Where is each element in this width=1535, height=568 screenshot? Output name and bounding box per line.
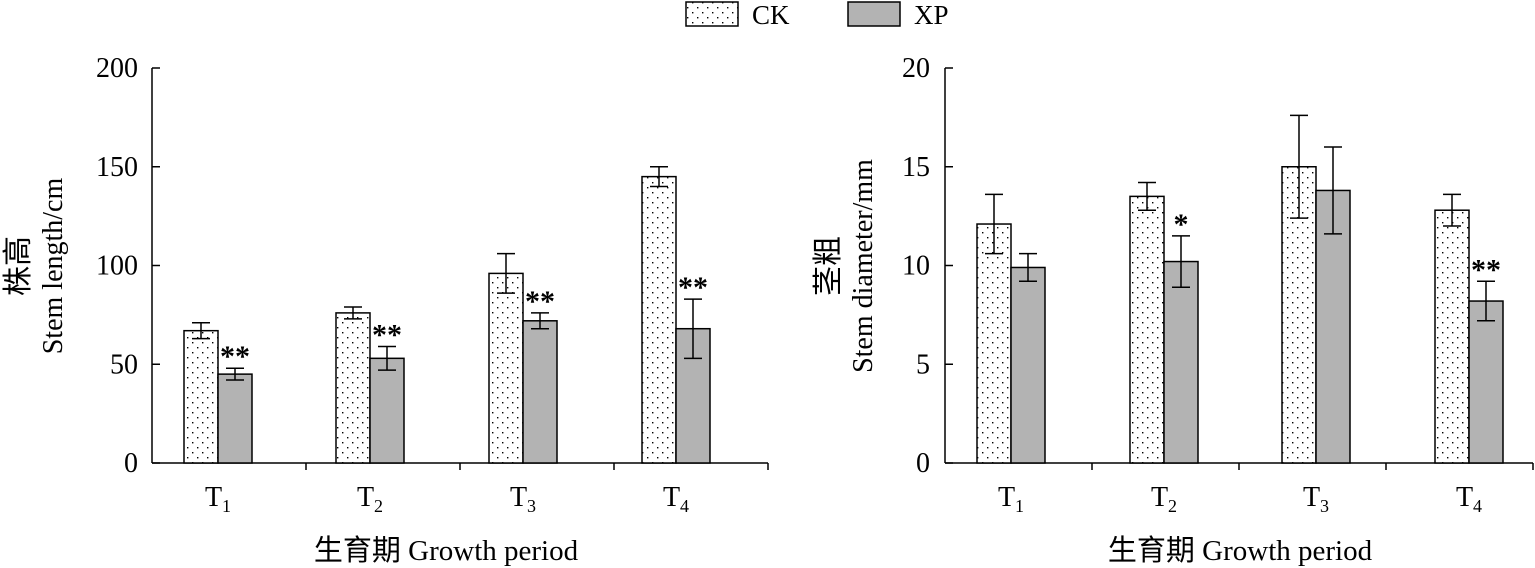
bar-xp-3 bbox=[1315, 189, 1351, 464]
significance-mark: ** bbox=[220, 340, 250, 373]
y-tick-label: 100 bbox=[96, 251, 138, 282]
y-axis-label-cn: 茎粗 bbox=[812, 236, 845, 296]
error-bar-ck-3 bbox=[1290, 114, 1308, 219]
stem-diameter-chart: 0 5 10 15 20 T1 * T2 T3 ** T4 茎粗 Stem diameter/mm 生育期… bbox=[812, 53, 1534, 567]
legend-swatch-xp bbox=[847, 1, 901, 27]
bar-xp-1 bbox=[217, 373, 253, 464]
y-tick-label: 15 bbox=[902, 152, 930, 183]
legend-label-ck: CK bbox=[752, 0, 790, 30]
y-tick-label: 150 bbox=[96, 152, 138, 183]
error-bar-xp-1 bbox=[1019, 252, 1037, 283]
y-tick-label: 0 bbox=[916, 448, 930, 479]
x-tick-label: T1 bbox=[205, 482, 231, 516]
error-bar-xp-3 bbox=[531, 312, 549, 330]
y-tick-label: 50 bbox=[110, 349, 138, 380]
x-tick-label: T1 bbox=[998, 482, 1024, 516]
significance-mark: * bbox=[1174, 208, 1189, 241]
y-tick-label: 0 bbox=[124, 448, 138, 479]
error-bar-ck-4 bbox=[1443, 193, 1461, 227]
bar-ck-2 bbox=[335, 312, 371, 464]
bar-xp-1 bbox=[1010, 266, 1046, 464]
y-axis-label-cn: 株高 bbox=[2, 236, 35, 296]
significance-mark: ** bbox=[678, 271, 708, 304]
legend: CK XP bbox=[685, 0, 949, 30]
error-bar-xp-4 bbox=[684, 298, 702, 360]
x-tick-label: T3 bbox=[1303, 482, 1329, 516]
error-bar-xp-2 bbox=[1172, 235, 1190, 288]
error-bar-ck-2 bbox=[1138, 181, 1156, 211]
x-tick-label: T2 bbox=[357, 482, 383, 516]
bar-xp-2 bbox=[369, 357, 405, 464]
x-tick-label: T4 bbox=[1456, 482, 1482, 516]
bar-ck-3 bbox=[488, 272, 524, 464]
error-bar-ck-1 bbox=[985, 193, 1003, 255]
x-tick-label: T2 bbox=[1151, 482, 1177, 516]
bar-ck-1 bbox=[183, 329, 219, 464]
error-bar-ck-2 bbox=[344, 306, 362, 320]
bar-ck-1 bbox=[976, 223, 1012, 464]
error-bar-xp-3 bbox=[1324, 146, 1342, 235]
x-tick-label: T3 bbox=[510, 482, 536, 516]
y-tick-label: 10 bbox=[902, 251, 930, 282]
stem-length-chart: 0 50 100 150 200 ** T1 ** T2 ** T3 ** T4 株高 Stem lengt… bbox=[2, 53, 769, 567]
x-axis-label: 生育期 Growth period bbox=[314, 534, 579, 567]
y-axis-label-en: Stem diameter/mm bbox=[848, 159, 879, 373]
bar-ck-2 bbox=[1129, 195, 1165, 464]
legend-swatch-ck bbox=[685, 1, 739, 27]
error-bar-ck-4 bbox=[650, 166, 668, 188]
error-bar-xp-4 bbox=[1477, 280, 1495, 322]
bar-xp-2 bbox=[1163, 260, 1199, 464]
legend-label-xp: XP bbox=[914, 0, 949, 30]
bar-xp-3 bbox=[522, 320, 558, 464]
bar-ck-4 bbox=[641, 175, 677, 464]
x-tick-label: T4 bbox=[663, 482, 689, 516]
bar-xp-4 bbox=[1468, 300, 1504, 464]
y-tick-label: 20 bbox=[902, 53, 930, 84]
bar-ck-4 bbox=[1434, 209, 1470, 464]
y-tick-label: 200 bbox=[96, 53, 138, 84]
error-bar-xp-1 bbox=[226, 367, 244, 381]
x-axis-label: 生育期 Growth period bbox=[1108, 534, 1373, 567]
error-bar-ck-1 bbox=[192, 322, 210, 340]
y-axis-label-en: Stem length/cm bbox=[38, 178, 69, 355]
error-bar-xp-2 bbox=[378, 345, 396, 371]
y-tick-label: 5 bbox=[916, 349, 930, 380]
significance-mark: ** bbox=[525, 285, 555, 318]
significance-mark: ** bbox=[1471, 253, 1501, 286]
significance-mark: ** bbox=[372, 318, 402, 351]
error-bar-ck-3 bbox=[497, 252, 515, 294]
